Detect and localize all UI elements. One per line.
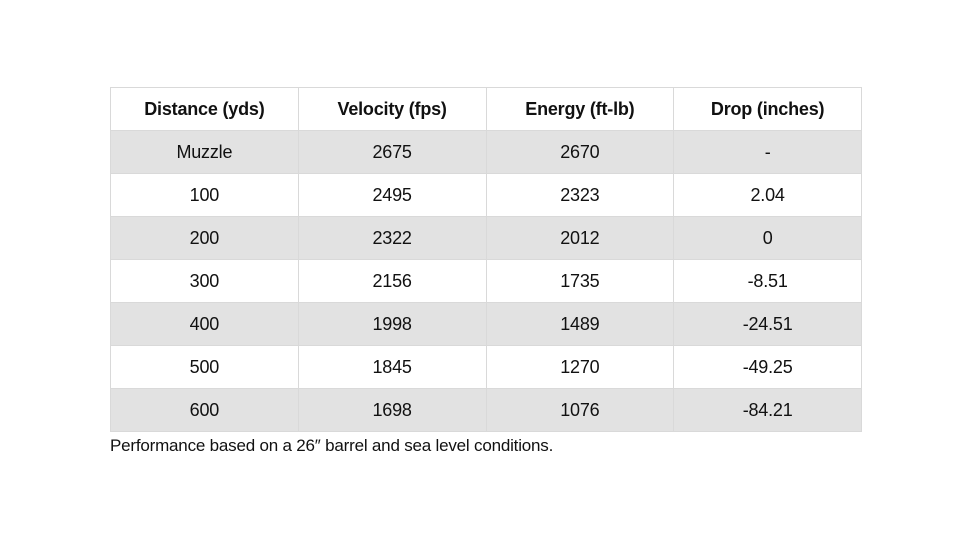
cell-energy: 2012 (485, 216, 675, 260)
cell-energy: 2670 (485, 130, 675, 174)
cell-distance: 500 (110, 345, 299, 389)
table-caption: Performance based on a 26″ barrel and se… (110, 436, 554, 455)
ballistics-table-container: Distance (yds) Velocity (fps) Energy (ft… (110, 87, 862, 432)
cell-drop: -84.21 (673, 388, 862, 432)
cell-velocity: 1998 (297, 302, 487, 346)
cell-distance: 600 (110, 388, 299, 432)
cell-distance: Muzzle (110, 130, 299, 174)
cell-drop: -24.51 (673, 302, 862, 346)
table-row: 200 2322 2012 0 (110, 216, 862, 260)
header-energy: Energy (ft-lb) (485, 87, 675, 131)
cell-distance: 100 (110, 173, 299, 217)
cell-velocity: 2675 (297, 130, 487, 174)
table-row: 400 1998 1489 -24.51 (110, 302, 862, 346)
cell-energy: 1489 (485, 302, 675, 346)
table-row: 300 2156 1735 -8.51 (110, 259, 862, 303)
header-drop: Drop (inches) (673, 87, 862, 131)
header-distance: Distance (yds) (110, 87, 299, 131)
cell-velocity: 1698 (297, 388, 487, 432)
cell-distance: 400 (110, 302, 299, 346)
cell-drop: -8.51 (673, 259, 862, 303)
cell-energy: 1735 (485, 259, 675, 303)
cell-energy: 2323 (485, 173, 675, 217)
ballistics-table: Distance (yds) Velocity (fps) Energy (ft… (110, 87, 862, 432)
header-velocity: Velocity (fps) (297, 87, 487, 131)
table-row: 500 1845 1270 -49.25 (110, 345, 862, 389)
cell-velocity: 2322 (297, 216, 487, 260)
table-header-row: Distance (yds) Velocity (fps) Energy (ft… (110, 87, 862, 131)
cell-energy: 1076 (485, 388, 675, 432)
table-row: 100 2495 2323 2.04 (110, 173, 862, 217)
cell-drop: 0 (673, 216, 862, 260)
cell-distance: 200 (110, 216, 299, 260)
table-row: Muzzle 2675 2670 - (110, 130, 862, 174)
cell-drop: -49.25 (673, 345, 862, 389)
cell-drop: 2.04 (673, 173, 862, 217)
cell-drop: - (673, 130, 862, 174)
cell-velocity: 1845 (297, 345, 487, 389)
table-row: 600 1698 1076 -84.21 (110, 388, 862, 432)
cell-distance: 300 (110, 259, 299, 303)
cell-velocity: 2495 (297, 173, 487, 217)
cell-velocity: 2156 (297, 259, 487, 303)
cell-energy: 1270 (485, 345, 675, 389)
